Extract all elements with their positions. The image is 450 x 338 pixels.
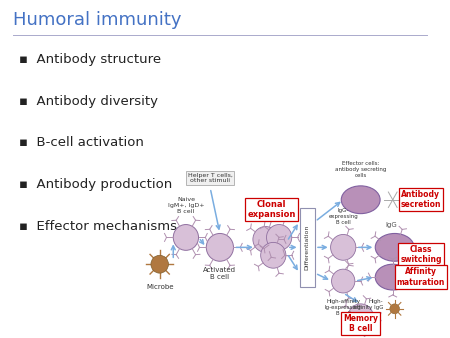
Text: Memory
B cell: Memory B cell: [343, 314, 378, 333]
Ellipse shape: [341, 186, 380, 214]
Ellipse shape: [375, 234, 414, 261]
Ellipse shape: [348, 304, 374, 330]
Bar: [300, 208, 315, 287]
Ellipse shape: [332, 269, 355, 293]
Ellipse shape: [331, 235, 356, 260]
Text: Effector cells:
antibody secreting
cells: Effector cells: antibody secreting cells: [335, 161, 387, 178]
Ellipse shape: [206, 234, 234, 261]
Text: High-
affinity IgG: High- affinity IgG: [352, 299, 383, 310]
Text: ▪  B-cell activation: ▪ B-cell activation: [19, 136, 144, 149]
Text: Class
switching: Class switching: [400, 245, 441, 264]
Text: Clonal
expansion: Clonal expansion: [247, 200, 296, 219]
Ellipse shape: [375, 264, 410, 290]
Text: Humoral immunity: Humoral immunity: [13, 11, 181, 29]
Ellipse shape: [173, 224, 198, 250]
Ellipse shape: [390, 304, 400, 314]
Text: Helper T cells,
other stimuli: Helper T cells, other stimuli: [188, 172, 233, 183]
Ellipse shape: [253, 226, 278, 252]
Text: Differentiation: Differentiation: [305, 225, 310, 270]
Text: IgG-
expressing
B cell: IgG- expressing B cell: [328, 208, 358, 224]
Ellipse shape: [151, 255, 168, 273]
Text: IgM: IgM: [405, 197, 414, 202]
Text: Affinity
maturation: Affinity maturation: [397, 267, 445, 287]
Text: ▪  Effector mechanisms: ▪ Effector mechanisms: [19, 220, 177, 233]
Ellipse shape: [266, 224, 292, 250]
Ellipse shape: [261, 242, 286, 268]
Text: ▪  Antibody diversity: ▪ Antibody diversity: [19, 95, 158, 107]
Text: ▪  Antibody production: ▪ Antibody production: [19, 178, 172, 191]
Text: Antibody
secretion: Antibody secretion: [400, 190, 441, 210]
Text: IgG: IgG: [385, 221, 396, 227]
Text: Activated
B cell: Activated B cell: [203, 267, 236, 280]
Text: Naive
IgM+, IgD+
B cell: Naive IgM+, IgD+ B cell: [168, 197, 204, 214]
Text: ▪  Antibody structure: ▪ Antibody structure: [19, 53, 161, 66]
Text: High-affinity
Ig-expressing
B cell: High-affinity Ig-expressing B cell: [325, 299, 362, 316]
Text: Microbe: Microbe: [146, 284, 173, 290]
